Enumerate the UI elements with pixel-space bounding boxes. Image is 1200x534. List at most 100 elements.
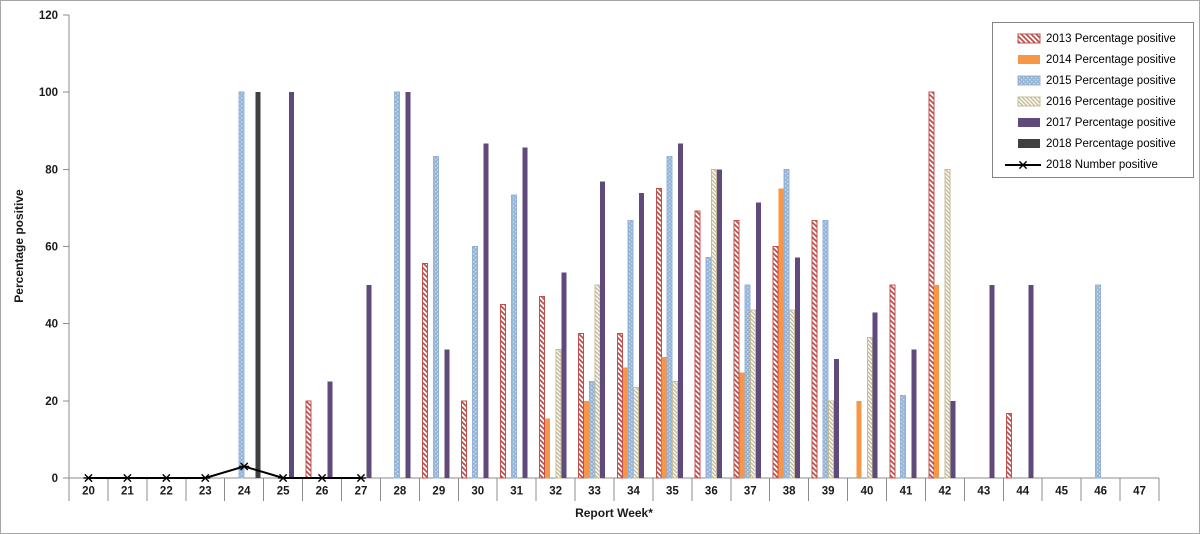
x-tick-label: 47 (1133, 486, 1146, 498)
x-tick-label: 45 (1055, 486, 1068, 498)
bar (661, 357, 667, 478)
series-2016-percentage-positive (555, 168, 951, 479)
bar (288, 92, 294, 478)
x-tick-label: 41 (900, 486, 913, 498)
bar (444, 349, 450, 478)
x-tick-label: 38 (783, 486, 796, 498)
bar (911, 349, 917, 478)
y-tick-label: 0 (52, 473, 58, 485)
bar (866, 337, 873, 479)
legend-item: 2018 Number positive (993, 154, 1193, 175)
x-tick-label: 43 (977, 486, 990, 498)
x-tick-label: 44 (1016, 486, 1029, 498)
bar (433, 156, 440, 479)
legend-swatch (1017, 33, 1041, 44)
series-2017-percentage-positive (288, 92, 1034, 479)
bar (555, 349, 562, 479)
legend: 2013 Percentage positive 2014 Percentage … (992, 22, 1194, 178)
bar (778, 188, 784, 478)
bar (783, 168, 790, 479)
x-tick-label: 36 (705, 486, 718, 498)
bar (655, 188, 662, 479)
bar (872, 312, 878, 478)
x-tick-label: 46 (1094, 486, 1107, 498)
bar (511, 194, 517, 479)
legend-label: 2018 Percentage positive (1046, 137, 1176, 150)
y-tick-label: 40 (45, 319, 58, 331)
bar (522, 147, 528, 479)
bar (739, 372, 745, 478)
legend-line-swatch (1005, 160, 1041, 169)
bar (856, 400, 862, 478)
bar (255, 92, 261, 478)
bar (544, 418, 550, 478)
x-tick-label: 37 (744, 486, 757, 498)
asterisk-marker (122, 473, 133, 483)
y-tick-label: 60 (45, 242, 58, 254)
bar (1006, 413, 1013, 479)
asterisk-marker (355, 473, 366, 483)
bar (717, 169, 722, 479)
legend-label: 2016 Percentage positive (1046, 95, 1176, 108)
series-2014-percentage-positive (544, 188, 940, 478)
x-tick-label: 28 (393, 486, 406, 498)
x-tick-label: 30 (471, 486, 484, 498)
bar (238, 91, 245, 479)
bar (627, 220, 634, 479)
bar (750, 309, 756, 479)
x-tick-label: 21 (121, 486, 134, 498)
bar (1028, 285, 1034, 478)
asterisk-marker (200, 473, 211, 483)
y-tick-label: 80 (45, 164, 58, 176)
legend-label: 2013 Percentage positive (1046, 32, 1176, 45)
axes (63, 14, 1160, 501)
x-tick-label: 23 (199, 486, 212, 498)
bar (944, 168, 951, 479)
legend-item: 2013 Percentage positive (993, 28, 1193, 49)
series-2013-percentage-positive (305, 91, 1013, 479)
bar (594, 284, 601, 479)
x-tick-label: 27 (355, 486, 368, 498)
bar (1094, 284, 1101, 479)
x-axis-title: Report Week* (575, 506, 653, 520)
line-path (88, 465, 361, 479)
bar (539, 295, 545, 479)
bar (755, 202, 761, 478)
legend-label: 2015 Percentage positive (1046, 74, 1176, 87)
bar (405, 92, 411, 478)
bar (500, 303, 507, 479)
bar (672, 381, 679, 479)
bar (934, 285, 940, 478)
x-axis-tick-labels: 20 21 22 23 24 25 26 27 28 29 30 31 32 33 34 35 36 37 38 39… (82, 486, 1146, 498)
bar (472, 246, 478, 479)
bar (811, 220, 818, 479)
bar (678, 143, 684, 478)
bar (889, 284, 896, 479)
bar (822, 220, 829, 479)
y-tick-label: 20 (45, 396, 58, 408)
y-tick-label: 100 (39, 87, 58, 99)
x-tick-label: 32 (549, 486, 562, 498)
bar (327, 381, 333, 478)
x-tick-label: 24 (238, 486, 251, 498)
x-tick-label: 35 (666, 486, 679, 498)
asterisk-marker (278, 473, 289, 483)
bar (827, 400, 834, 479)
x-tick-label: 34 (627, 486, 640, 498)
legend-swatch (1018, 139, 1040, 148)
bar (794, 257, 800, 478)
x-tick-label: 40 (861, 486, 874, 498)
bar (788, 309, 795, 479)
legend-swatch (1017, 75, 1041, 86)
bar (422, 263, 429, 479)
legend-swatch (1017, 96, 1041, 107)
x-tick-label: 39 (822, 486, 835, 498)
legend-item: 2015 Percentage positive (993, 70, 1193, 91)
legend-label: 2014 Percentage positive (1046, 53, 1176, 66)
legend-swatch (1018, 118, 1040, 127)
bar (772, 246, 779, 479)
bar (577, 332, 584, 479)
bar (633, 386, 640, 479)
bar (461, 400, 468, 479)
